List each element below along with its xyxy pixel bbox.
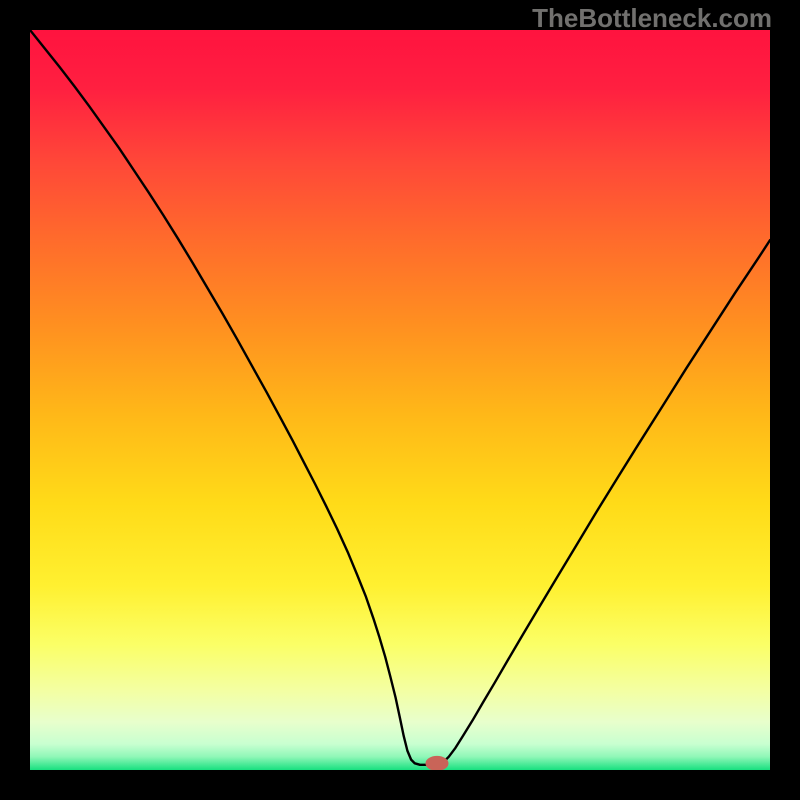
gradient-background [30,30,770,770]
optimum-marker [426,756,448,770]
chart-svg [30,30,770,770]
watermark-text: TheBottleneck.com [532,3,772,34]
chart-plot-area [30,30,770,770]
figure-frame: TheBottleneck.com [0,0,800,800]
